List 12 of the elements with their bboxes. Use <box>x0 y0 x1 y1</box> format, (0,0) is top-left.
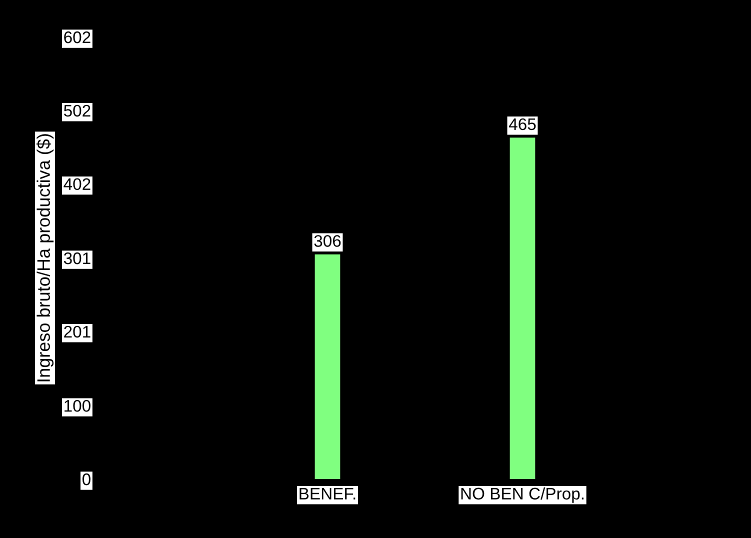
data-label: 465 <box>508 118 536 130</box>
data-label: 306 <box>314 235 341 247</box>
y-tick-label: 100 <box>64 400 90 412</box>
y-tick-label: 201 <box>64 326 90 338</box>
y-tick-label: 301 <box>64 252 90 264</box>
y-tick-label: 0 <box>82 473 90 486</box>
y-tick-label: 402 <box>64 178 90 190</box>
x-tick-label: BENEF. <box>300 488 356 500</box>
x-tick-label: NO BEN C/Prop. <box>461 487 584 503</box>
y-tick-label: 602 <box>64 31 90 44</box>
y-axis-title: Ingreso bruto/Ha productiva ($) <box>36 134 54 382</box>
y-tick-label: 502 <box>64 104 90 117</box>
